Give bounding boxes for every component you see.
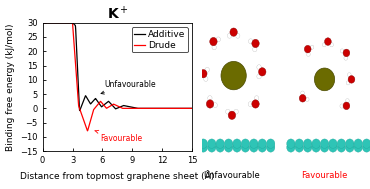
Circle shape [287,143,295,152]
Circle shape [346,139,354,148]
Circle shape [258,139,266,148]
Circle shape [348,76,355,83]
Circle shape [320,143,329,152]
Circle shape [322,43,326,47]
Circle shape [347,73,351,77]
Circle shape [212,45,216,50]
Circle shape [252,39,259,48]
Text: Unfavourable: Unfavourable [101,80,156,94]
Circle shape [213,103,218,108]
Circle shape [363,143,370,152]
Circle shape [343,102,350,110]
Circle shape [252,100,259,108]
Circle shape [230,28,237,36]
Circle shape [337,139,346,148]
Circle shape [206,100,214,108]
Circle shape [303,143,312,152]
Circle shape [228,111,236,119]
Circle shape [205,67,209,72]
Circle shape [210,37,217,46]
Circle shape [340,104,344,108]
X-axis label: Distance from topmost graphene sheet (Å): Distance from topmost graphene sheet (Å) [20,171,215,181]
Circle shape [224,139,233,148]
Circle shape [305,97,309,101]
Circle shape [299,94,306,102]
Circle shape [306,52,310,56]
Circle shape [250,143,258,152]
Circle shape [329,139,337,148]
Circle shape [221,61,246,90]
Circle shape [208,96,212,101]
Circle shape [258,143,266,152]
Circle shape [266,143,275,152]
Y-axis label: Binding free energy (kJ/mol): Binding free energy (kJ/mol) [6,23,15,151]
Circle shape [340,49,344,53]
Circle shape [344,56,348,60]
Circle shape [354,139,363,148]
Text: Favourable: Favourable [95,130,142,143]
Circle shape [312,143,320,152]
Circle shape [241,143,250,152]
Circle shape [226,109,230,114]
Circle shape [208,139,216,148]
Circle shape [320,139,329,148]
Circle shape [324,38,331,45]
Circle shape [295,143,303,152]
Circle shape [257,65,261,70]
Circle shape [346,99,349,103]
Circle shape [330,43,333,47]
Circle shape [363,139,370,148]
Circle shape [287,139,295,148]
Circle shape [295,139,303,148]
Circle shape [255,96,259,101]
Circle shape [354,143,363,152]
Circle shape [248,102,252,107]
Circle shape [303,139,312,148]
Text: Unfavourable: Unfavourable [204,171,260,180]
Text: Favourable: Favourable [301,171,348,180]
Circle shape [236,33,240,38]
Circle shape [314,68,334,91]
Title: K$^+$: K$^+$ [107,5,128,23]
Circle shape [301,91,305,95]
Circle shape [257,74,261,79]
Circle shape [249,39,253,44]
Circle shape [234,109,238,114]
Circle shape [266,139,275,148]
Legend: Additive, Drude: Additive, Drude [132,27,188,52]
Circle shape [204,76,208,81]
Circle shape [199,143,208,152]
Circle shape [346,143,354,152]
Circle shape [216,37,221,42]
Circle shape [329,143,337,152]
Circle shape [233,143,241,152]
Circle shape [250,139,258,148]
Circle shape [310,45,314,49]
Circle shape [305,45,311,53]
Circle shape [233,139,241,148]
Circle shape [312,139,320,148]
Circle shape [259,68,266,76]
Circle shape [253,47,257,52]
Circle shape [216,143,224,152]
Circle shape [200,70,207,78]
Circle shape [208,143,216,152]
Circle shape [241,139,250,148]
Circle shape [216,139,224,148]
Circle shape [224,143,233,152]
Circle shape [227,33,232,38]
Circle shape [337,143,346,152]
Circle shape [346,81,350,85]
Circle shape [199,139,208,148]
Circle shape [343,49,350,57]
